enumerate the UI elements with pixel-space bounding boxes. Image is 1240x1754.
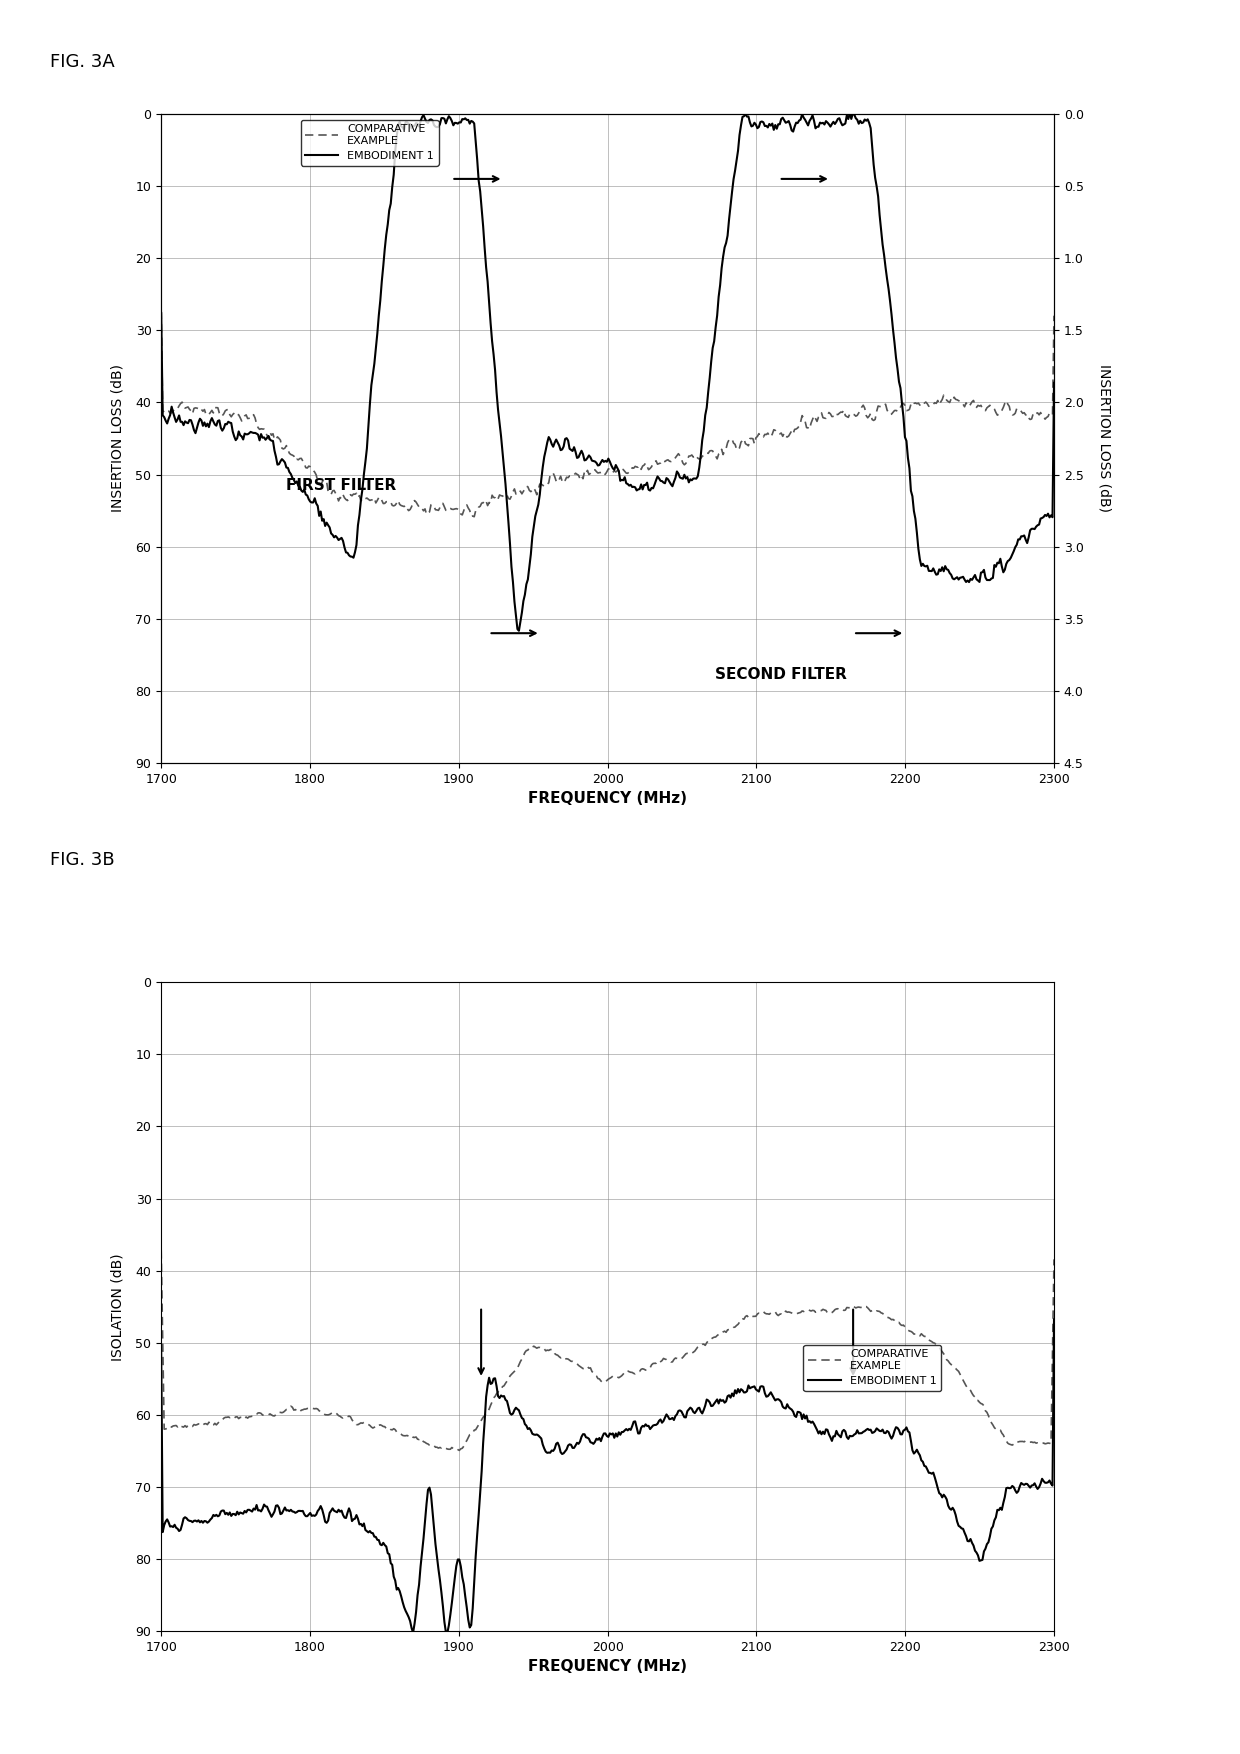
Text: FIG. 3A: FIG. 3A <box>50 53 114 70</box>
Legend: COMPARATIVE
EXAMPLE, EMBODIMENT 1: COMPARATIVE EXAMPLE, EMBODIMENT 1 <box>300 119 439 165</box>
Text: SECOND FILTER: SECOND FILTER <box>714 667 847 682</box>
Text: FIG. 3B: FIG. 3B <box>50 851 114 868</box>
Y-axis label: INSERTION LOSS (dB): INSERTION LOSS (dB) <box>1097 365 1111 512</box>
X-axis label: FREQUENCY (MHz): FREQUENCY (MHz) <box>528 791 687 807</box>
Text: FIRST FILTER: FIRST FILTER <box>286 479 397 493</box>
X-axis label: FREQUENCY (MHz): FREQUENCY (MHz) <box>528 1659 687 1675</box>
Y-axis label: INSERTION LOSS (dB): INSERTION LOSS (dB) <box>110 365 124 512</box>
Legend: COMPARATIVE
EXAMPLE, EMBODIMENT 1: COMPARATIVE EXAMPLE, EMBODIMENT 1 <box>804 1345 941 1391</box>
Y-axis label: ISOLATION (dB): ISOLATION (dB) <box>110 1252 124 1361</box>
